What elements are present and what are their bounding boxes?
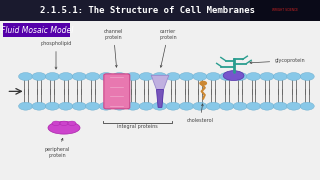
- FancyBboxPatch shape: [250, 0, 320, 21]
- Circle shape: [99, 102, 113, 110]
- Circle shape: [86, 73, 100, 80]
- Polygon shape: [156, 90, 164, 107]
- Ellipse shape: [68, 121, 76, 126]
- Text: carrier
protein: carrier protein: [159, 29, 177, 67]
- Circle shape: [260, 102, 274, 110]
- Text: 2.1.5.1: The Structure of Cell Membranes: 2.1.5.1: The Structure of Cell Membranes: [40, 6, 255, 15]
- Ellipse shape: [48, 122, 80, 134]
- Circle shape: [180, 73, 194, 80]
- Circle shape: [206, 73, 220, 80]
- Circle shape: [166, 102, 180, 110]
- Circle shape: [59, 73, 73, 80]
- Circle shape: [287, 102, 301, 110]
- Ellipse shape: [223, 71, 244, 81]
- Text: integral proteins: integral proteins: [117, 124, 158, 129]
- Circle shape: [287, 73, 301, 80]
- Circle shape: [86, 102, 100, 110]
- Ellipse shape: [52, 121, 60, 126]
- Ellipse shape: [60, 121, 68, 126]
- Circle shape: [112, 102, 126, 110]
- Circle shape: [19, 73, 33, 80]
- Text: phospholipid: phospholipid: [40, 41, 72, 69]
- Circle shape: [300, 73, 314, 80]
- Polygon shape: [151, 75, 169, 90]
- FancyBboxPatch shape: [0, 0, 320, 21]
- Circle shape: [72, 73, 86, 80]
- Text: channel
protein: channel protein: [104, 29, 123, 67]
- Text: Fluid Mosaic Model: Fluid Mosaic Model: [1, 26, 73, 35]
- Circle shape: [32, 73, 46, 80]
- Circle shape: [300, 102, 314, 110]
- Circle shape: [59, 102, 73, 110]
- Text: peripheral
protein: peripheral protein: [45, 138, 70, 158]
- Circle shape: [45, 102, 60, 110]
- Circle shape: [273, 73, 287, 80]
- Circle shape: [206, 102, 220, 110]
- Circle shape: [19, 102, 33, 110]
- Circle shape: [153, 102, 167, 110]
- Circle shape: [72, 102, 86, 110]
- Circle shape: [193, 102, 207, 110]
- Circle shape: [180, 102, 194, 110]
- Circle shape: [99, 73, 113, 80]
- Circle shape: [166, 73, 180, 80]
- Circle shape: [220, 102, 234, 110]
- Circle shape: [153, 73, 167, 80]
- Circle shape: [260, 73, 274, 80]
- Text: WRIGHT SCIENCE: WRIGHT SCIENCE: [272, 8, 298, 12]
- Circle shape: [139, 102, 153, 110]
- Circle shape: [126, 102, 140, 110]
- Circle shape: [200, 81, 206, 85]
- Circle shape: [246, 73, 260, 80]
- Text: cholesterol: cholesterol: [187, 104, 213, 123]
- Circle shape: [193, 73, 207, 80]
- Circle shape: [45, 73, 60, 80]
- FancyBboxPatch shape: [104, 74, 130, 109]
- Circle shape: [112, 73, 126, 80]
- Circle shape: [139, 73, 153, 80]
- Circle shape: [126, 73, 140, 80]
- Circle shape: [273, 102, 287, 110]
- Text: glycoprotein: glycoprotein: [250, 58, 306, 64]
- Circle shape: [233, 73, 247, 80]
- Circle shape: [32, 102, 46, 110]
- Circle shape: [220, 73, 234, 80]
- FancyBboxPatch shape: [3, 23, 70, 37]
- Circle shape: [233, 102, 247, 110]
- Circle shape: [246, 102, 260, 110]
